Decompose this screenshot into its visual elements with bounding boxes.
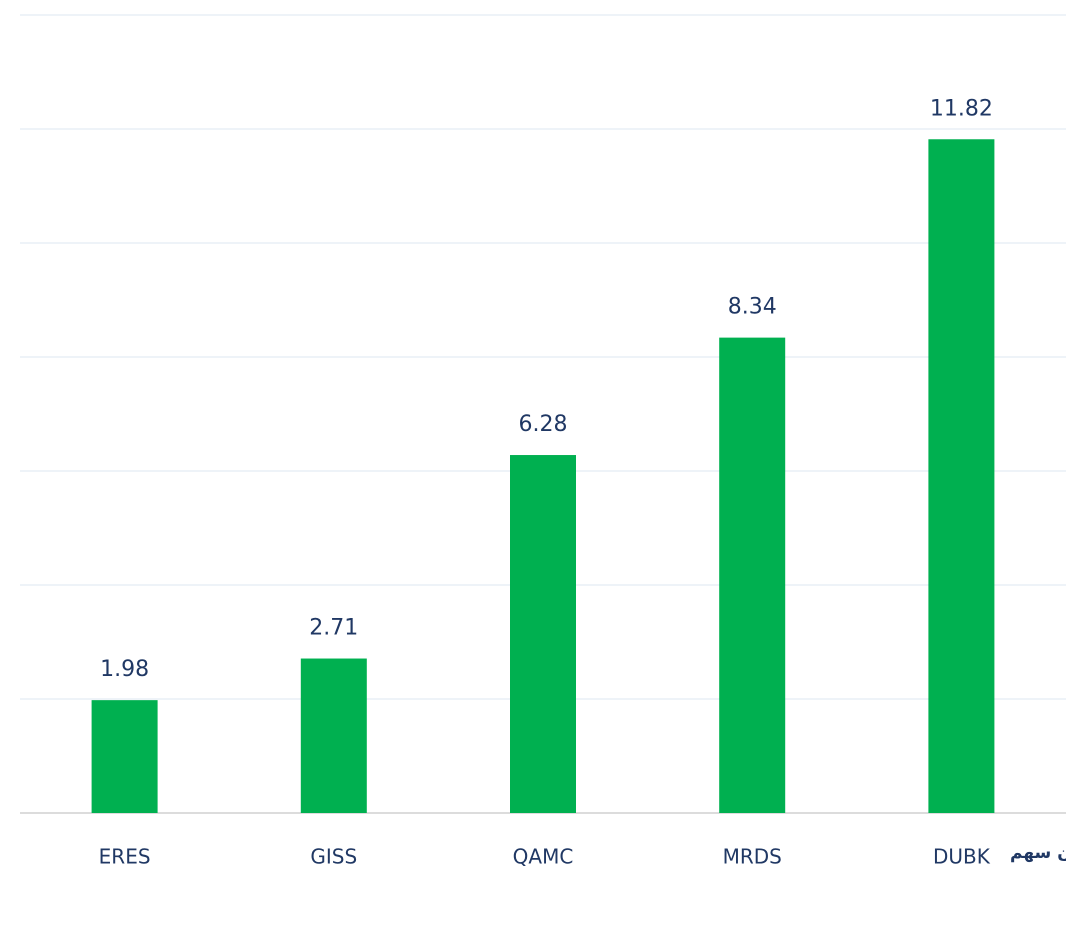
x-tick-label: DUBK: [933, 845, 991, 869]
x-tick-label: ERES: [99, 845, 151, 869]
x-tick-label: MRDS: [723, 845, 782, 869]
x-tick-label: GISS: [310, 845, 357, 869]
bar: [91, 700, 158, 813]
value-label: 6.28: [519, 412, 568, 437]
value-label: 11.82: [930, 96, 993, 121]
value-label: 2.71: [309, 616, 358, 641]
value-label: 1.98: [100, 657, 149, 682]
bar: [510, 455, 576, 813]
bar: [928, 139, 995, 813]
value-label: 8.34: [728, 295, 777, 320]
bar: [300, 658, 367, 813]
bar: [719, 337, 786, 813]
unit-label: بالمليون سهم: [1010, 843, 1066, 863]
x-tick-label: QAMC: [513, 845, 574, 869]
